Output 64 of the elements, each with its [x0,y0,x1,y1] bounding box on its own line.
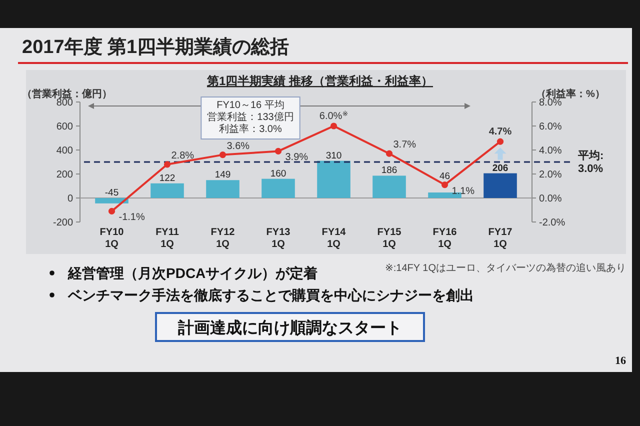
text: 経営管理（月次PDCAサイクル）が定着 [67,265,318,281]
point [108,208,116,214]
x-tick-label: FY14 1Q [322,227,346,250]
y-tick-label: 0 [67,194,74,204]
data-label: 160 [270,168,286,180]
data-label: 3.9% [285,152,308,164]
point [330,122,338,130]
y2-tick-label: 4.0% [539,146,562,156]
bar [95,198,128,204]
data-label: -1.1% [118,212,145,224]
text: 16 [615,355,626,367]
point [441,182,448,188]
ref-line-label: 平均: 3.0% [577,149,604,175]
data-label: 122 [159,172,176,184]
data-label: 2.8% [171,150,194,162]
bar [262,178,295,198]
y-tick-label: 600 [56,122,74,132]
annotation: 営業利益：133億円 [207,111,294,123]
point [164,161,171,168]
data-label: 4.7% [488,126,512,138]
y-tick-label: 400 [56,146,74,156]
point [496,138,504,145]
data-label: 3.6% [226,140,250,152]
y-axis-title: （営業利益：億円） [22,88,112,100]
data-label: 1.1% [452,186,475,197]
text: ※:14FY 1Qはユーロ、タイバーツの為替の追い風あり [385,262,626,274]
y2-tick-label: 2.0% [539,170,562,180]
y-tick-label: -200 [52,218,74,228]
data-label: 310 [326,150,342,162]
bar [206,180,240,198]
bar [317,160,350,198]
point [219,152,226,158]
y2-tick-label: -2.0% [539,218,566,228]
x-tick-label: FY16 1Q [432,227,458,250]
data-label: 46 [439,170,450,182]
x-tick-label: FY15 1Q [377,227,402,250]
bar [484,173,517,198]
data-label: 186 [381,165,398,176]
annotation: FY10～16 平均 [216,99,284,111]
y-tick-label: 800 [56,98,74,108]
x-tick-label: FY11 1Q [156,227,180,250]
y2-tick-label: 0.0% [539,194,562,204]
bar [372,176,406,198]
y2-tick-label: 6.0% [539,122,562,132]
data-label: 206 [492,162,508,174]
annotation: 利益率：3.0% [219,123,282,135]
y2-tick-label: 8.0% [539,98,562,108]
data-label: 6.0%$^{※}$ [319,110,348,122]
y-tick-label: 200 [56,170,74,180]
chart-title: 2017年度 第1四半期業績の総括 [22,36,290,58]
x-tick-label: FY12 1Q [210,227,236,250]
data-label: 3.7% [393,140,416,151]
bar [428,192,462,198]
point [274,148,282,154]
data-label: -45 [104,188,119,198]
x-tick-label: FY10 1Q [100,227,124,250]
x-tick-label: FY17 1Q [488,227,513,250]
data-label: 149 [214,170,231,181]
point [386,150,393,157]
bar [150,183,184,198]
y2-axis-title: （利益率：%） [536,88,605,100]
text: 計画達成に向け順調なスタート [177,319,402,337]
x-tick-label: FY13 1Q [266,227,291,250]
text: ベンチマーク手法を徹底することで購買を中心にシナジーを創出 [67,287,474,303]
